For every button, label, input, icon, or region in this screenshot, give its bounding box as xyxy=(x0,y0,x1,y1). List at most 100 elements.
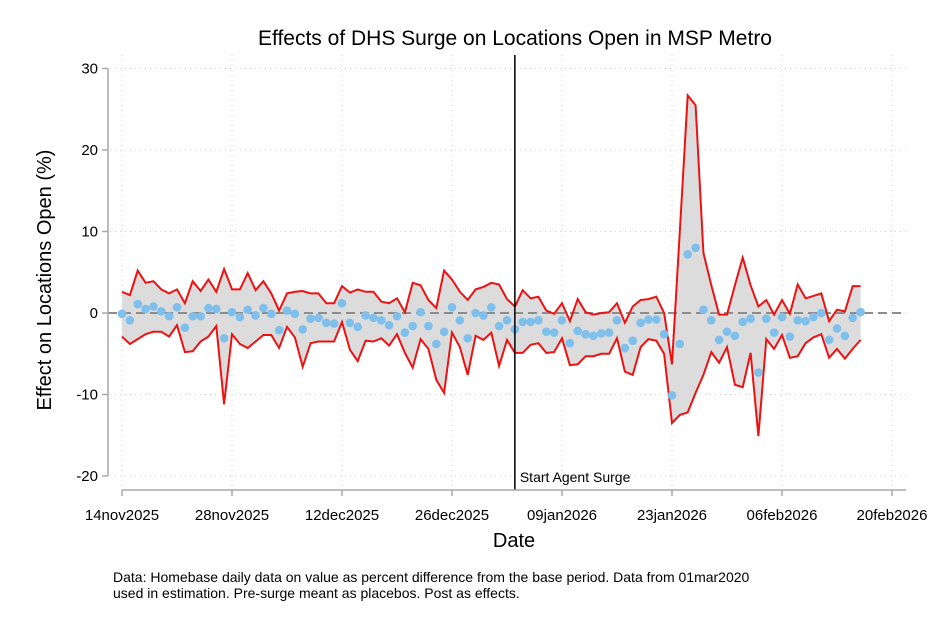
y-tick-label: -20 xyxy=(76,468,98,485)
point-estimates xyxy=(117,243,865,400)
point-estimate xyxy=(290,309,300,319)
point-estimate xyxy=(738,317,748,327)
point-estimate xyxy=(235,312,245,322)
point-estimate xyxy=(714,335,724,345)
point-estimate xyxy=(408,321,418,331)
point-estimate xyxy=(219,333,229,343)
point-estimate xyxy=(612,316,622,325)
x-tick-label: 20feb2026 xyxy=(857,507,928,524)
point-estimate xyxy=(730,331,740,341)
point-estimate xyxy=(761,314,771,324)
point-estimate xyxy=(581,329,590,339)
point-estimate xyxy=(541,327,551,337)
point-estimate xyxy=(494,321,504,331)
point-estimate xyxy=(534,316,543,325)
point-estimate xyxy=(274,325,284,335)
point-estimate xyxy=(227,307,237,317)
point-estimate xyxy=(400,328,410,337)
point-estimate xyxy=(651,315,661,324)
x-tick-label: 14nov2025 xyxy=(85,507,159,524)
point-estimate xyxy=(243,305,253,315)
data-note-line-1: Data: Homebase daily data on value as pe… xyxy=(113,569,750,585)
x-tick-label: 28nov2025 xyxy=(195,507,269,524)
y-tick-label: -10 xyxy=(76,387,98,404)
point-estimate xyxy=(691,243,700,253)
point-estimate xyxy=(549,328,559,337)
point-estimate xyxy=(769,328,779,337)
point-estimate xyxy=(816,308,826,318)
point-estimate xyxy=(361,311,370,320)
point-estimate xyxy=(353,322,363,332)
point-estimate xyxy=(117,309,127,319)
point-estimate xyxy=(447,302,457,312)
lower-bound-line xyxy=(121,318,862,437)
point-estimate xyxy=(675,339,685,349)
point-estimate xyxy=(439,327,449,337)
point-estimate xyxy=(801,316,810,326)
point-estimate xyxy=(848,313,858,323)
point-estimate xyxy=(376,316,386,325)
point-estimate xyxy=(431,339,441,349)
point-estimate xyxy=(211,304,221,314)
point-estimate xyxy=(486,302,496,312)
point-estimate xyxy=(180,323,190,332)
x-tick-label: 12dec2025 xyxy=(305,507,379,524)
upper-bound-line xyxy=(121,92,861,365)
data-note: Data: Homebase daily data on value as pe… xyxy=(113,569,749,601)
point-estimate xyxy=(659,329,669,339)
point-estimate xyxy=(156,307,166,316)
point-estimate xyxy=(463,333,473,343)
x-tick-label: 23jan2026 xyxy=(637,507,707,524)
point-estimate xyxy=(667,391,677,400)
point-estimate xyxy=(424,321,433,331)
point-estimate xyxy=(683,250,693,259)
point-estimate xyxy=(840,331,850,341)
x-tick-label: 06feb2026 xyxy=(747,507,818,524)
x-axis-label: Date xyxy=(493,530,535,552)
point-estimate xyxy=(526,317,535,327)
point-estimate xyxy=(188,311,198,321)
point-estimate xyxy=(479,311,488,320)
point-estimate xyxy=(628,336,638,346)
point-estimate xyxy=(596,329,606,338)
point-estimate xyxy=(754,368,763,377)
point-estimate xyxy=(337,298,347,308)
point-estimate xyxy=(809,312,818,322)
point-estimate xyxy=(502,316,512,325)
point-estimate xyxy=(777,312,787,322)
point-estimate xyxy=(141,304,150,314)
point-estimate xyxy=(565,338,575,348)
point-estimate xyxy=(259,303,268,313)
point-estimate xyxy=(149,302,158,311)
axes: -20 -10 0 10 20 30 14nov2025 28nov2025 12dec2025… xyxy=(76,61,927,525)
point-estimate xyxy=(204,303,213,313)
gridlines xyxy=(110,55,906,490)
point-estimate xyxy=(793,316,803,325)
point-estimate xyxy=(164,311,174,321)
point-estimate xyxy=(785,332,795,341)
x-tick-label: 09jan2026 xyxy=(527,507,597,524)
point-estimate xyxy=(706,316,716,325)
point-estimate xyxy=(369,313,378,323)
point-estimate xyxy=(172,302,182,312)
data-note-line-2: used in estimation. Pre-surge meant as p… xyxy=(113,585,520,601)
point-estimate xyxy=(589,331,598,341)
y-tick-label: 20 xyxy=(81,142,98,159)
start-surge-label: Start Agent Surge xyxy=(520,469,631,485)
point-estimate xyxy=(699,305,708,315)
point-estimate xyxy=(518,317,528,327)
y-tick-label: 30 xyxy=(81,61,98,78)
point-estimate xyxy=(824,335,834,345)
point-estimate xyxy=(196,311,205,321)
point-estimate xyxy=(314,313,323,323)
x-tick-label: 26dec2025 xyxy=(415,507,489,524)
point-estimate xyxy=(282,306,292,315)
point-estimate xyxy=(604,328,614,337)
point-estimate xyxy=(557,316,567,325)
point-estimate xyxy=(321,318,331,328)
point-estimate xyxy=(298,325,308,334)
point-estimate xyxy=(644,315,653,324)
point-estimate xyxy=(266,309,276,319)
y-tick-label: 10 xyxy=(81,224,98,241)
